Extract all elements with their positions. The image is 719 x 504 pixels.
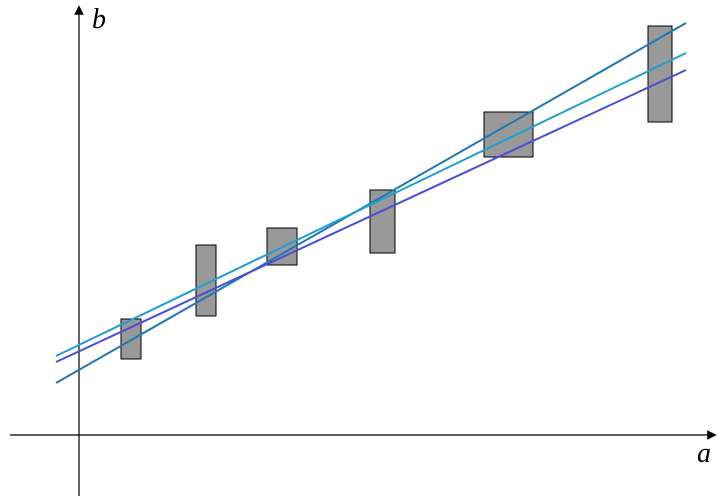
fit-line-3 bbox=[55, 69, 687, 363]
y-axis-label: b bbox=[92, 4, 106, 35]
x-axis-label: a bbox=[697, 438, 711, 469]
data-box-2 bbox=[195, 244, 217, 317]
data-box-5 bbox=[483, 111, 534, 158]
fit-line-1 bbox=[55, 22, 687, 384]
data-box-6 bbox=[647, 25, 673, 123]
fit-line-2 bbox=[55, 52, 687, 357]
